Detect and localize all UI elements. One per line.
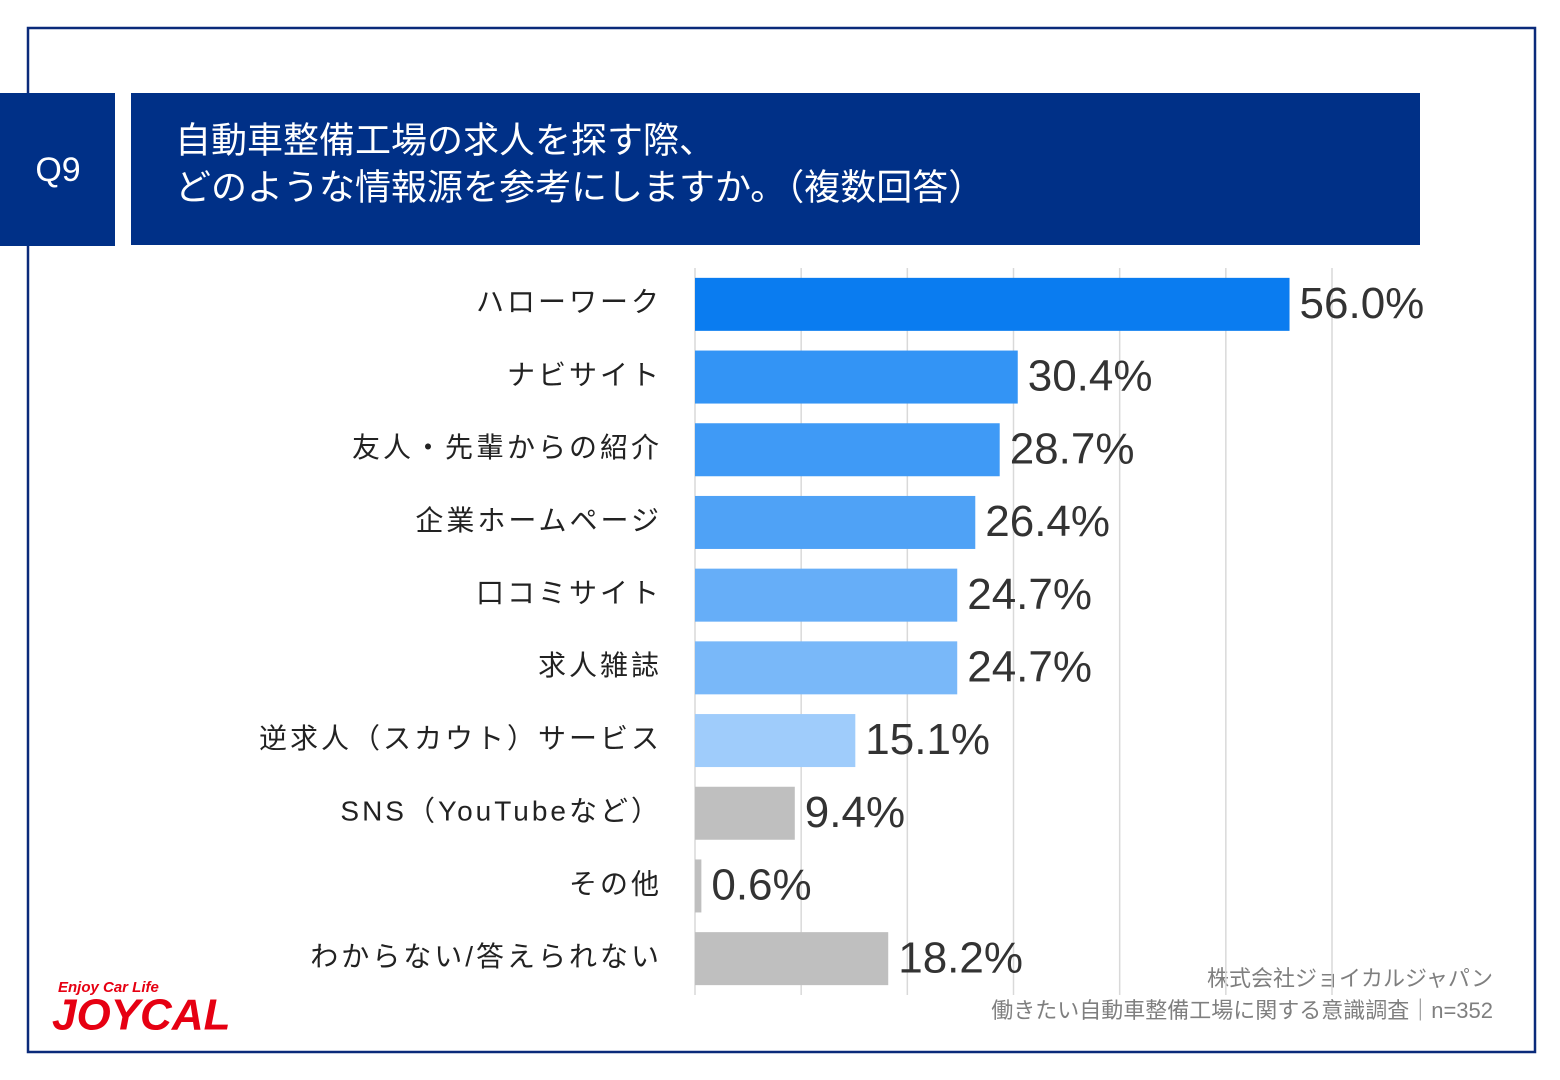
value-label: 15.1% — [865, 715, 990, 764]
question-box — [0, 93, 115, 246]
value-label: 30.4% — [1028, 352, 1153, 401]
category-label: SNS（YouTubeなど） — [340, 796, 662, 827]
bar — [695, 714, 856, 768]
bar — [695, 932, 889, 986]
category-label: 口コミサイト — [476, 578, 662, 609]
logo-tagline: Enjoy Car Life — [58, 979, 159, 996]
bar — [695, 786, 795, 840]
value-label: 18.2% — [898, 933, 1023, 982]
bar — [695, 859, 702, 913]
bar — [695, 350, 1018, 404]
value-label: 24.7% — [967, 642, 1092, 691]
bar — [695, 423, 1000, 477]
category-label: 逆求人（スカウト）サービス — [259, 723, 662, 754]
value-label: 0.6% — [711, 861, 811, 910]
bar — [695, 495, 976, 549]
value-label: 56.0% — [1300, 279, 1425, 328]
category-label: その他 — [569, 868, 662, 899]
category-label: 友人・先輩からの紹介 — [352, 432, 662, 463]
value-label: 9.4% — [805, 788, 905, 837]
category-label: 求人雑誌 — [538, 650, 662, 681]
source: 株式会社ジョイカルジャパン — [1207, 966, 1493, 991]
plot: ハローワーク 56.0% ナビサイト 30.4% 友人・先輩からの紹介 28.7% 企業ホー… — [259, 268, 1424, 995]
source: 働きたい自動車整備工場に関する意識調査｜n=352 — [991, 998, 1493, 1023]
category-label: ハローワーク — [476, 287, 662, 318]
category-label: ナビサイト — [507, 359, 662, 390]
value-label: 28.7% — [1010, 424, 1135, 473]
question-label: Q9 — [35, 151, 80, 189]
title-box — [131, 93, 1420, 245]
chart-title: 自動車整備工場の求人を探す際、 — [175, 120, 715, 161]
bar — [695, 641, 958, 695]
value-label: 26.4% — [985, 497, 1110, 546]
value-label: 24.7% — [967, 570, 1092, 619]
frame — [26, 26, 1537, 1054]
bar — [695, 277, 1290, 331]
bar — [695, 568, 958, 622]
chart-title: どのような情報源を参考にしますか。（複数回答） — [175, 167, 984, 208]
category-label: 企業ホームページ — [415, 505, 662, 536]
category-label: わからない/答えられない — [310, 941, 662, 972]
logo-name: JOYCAL — [52, 991, 230, 1040]
